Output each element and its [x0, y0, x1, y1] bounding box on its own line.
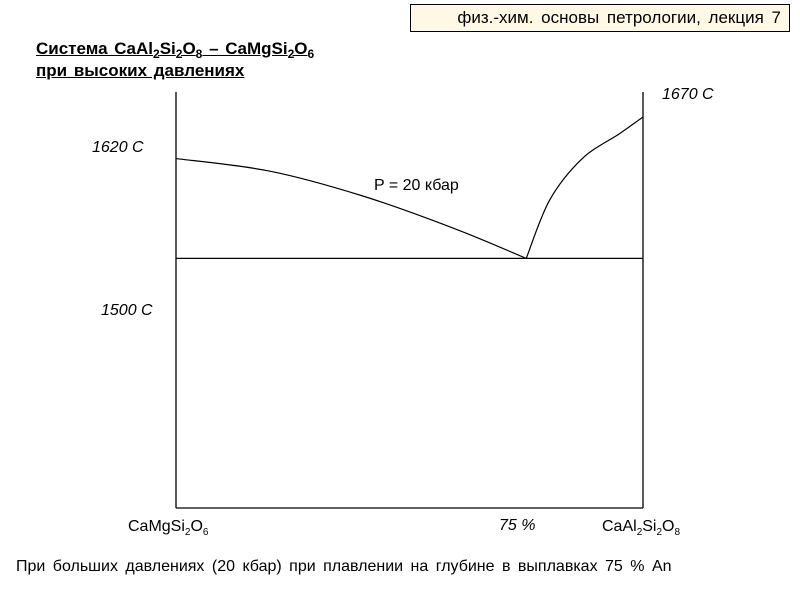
diagram-axes [175, 92, 644, 509]
tick-75-percent: 75 % [499, 517, 535, 534]
x-label-right-component: CaAl2Si2O8 [602, 518, 681, 538]
x-label-left-component: CaMgSi2O6 [128, 518, 209, 538]
liquidus-curve-right [525, 116, 644, 259]
label-1670: 1670 C [662, 86, 714, 103]
liquidus-curve-left [175, 157, 527, 259]
caption-text: При больших давлениях (20 кбар) при плав… [16, 558, 672, 575]
diagram-title: Система CaAl2Si2O8 – CaMgSi2O6 при высок… [36, 38, 314, 82]
pressure-label: P = 20 кбар [374, 177, 459, 194]
label-1500: 1500 C [101, 302, 153, 319]
title-line-1: Система CaAl2Si2O8 – CaMgSi2O6 [36, 39, 315, 61]
lecture-badge: физ.-хим. основы петрологии, лекция 7 [410, 4, 790, 32]
label-1620: 1620 C [92, 139, 144, 156]
title-line-2: при высоких давлениях [36, 61, 245, 80]
